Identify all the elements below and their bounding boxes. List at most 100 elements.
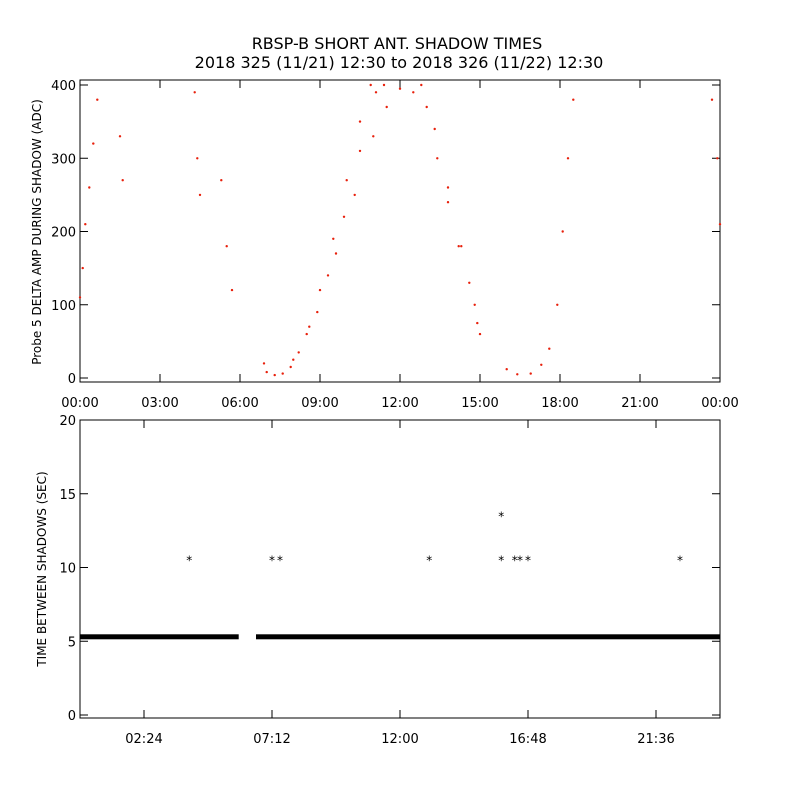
delta-amp-y-tick-label: 300 bbox=[51, 152, 76, 167]
delta-amp-point bbox=[342, 215, 346, 218]
delta-amp-point bbox=[398, 87, 402, 90]
shadow-interval-y-tick-label: 5 bbox=[68, 635, 76, 650]
shadow-interval-x-tick-label: 07:12 bbox=[253, 732, 290, 747]
shadow-interval-baseline-band bbox=[256, 634, 720, 640]
delta-amp-point bbox=[92, 142, 95, 145]
delta-amp-point bbox=[353, 193, 356, 197]
delta-amp-point bbox=[358, 149, 362, 153]
figure-title-line2: 2018 325 (11/21) 12:30 to 2018 326 (11/2… bbox=[195, 53, 604, 72]
delta-amp-point bbox=[505, 368, 508, 371]
delta-amp-point bbox=[446, 201, 450, 204]
delta-amp-point bbox=[716, 157, 719, 160]
shadow-interval-point: * bbox=[498, 509, 505, 523]
delta-amp-point bbox=[369, 83, 372, 87]
delta-amp-x-tick-label: 15:00 bbox=[461, 396, 498, 411]
delta-amp-y-axis-label: Probe 5 DELTA AMP DURING SHADOW (ADC) bbox=[30, 99, 44, 365]
shadow-interval-point: * bbox=[511, 554, 518, 568]
delta-amp-point bbox=[556, 303, 559, 306]
delta-amp-point bbox=[425, 105, 428, 109]
shadow-interval-y-tick-label: 0 bbox=[68, 709, 76, 724]
delta-amp-point bbox=[316, 310, 319, 314]
delta-amp-x-tick-label: 09:00 bbox=[301, 396, 338, 411]
delta-amp-point bbox=[326, 274, 330, 277]
shadow-interval-plot-frame bbox=[79, 419, 721, 719]
delta-amp-point bbox=[265, 370, 268, 374]
delta-amp-points bbox=[78, 83, 722, 377]
delta-amp-point bbox=[84, 223, 87, 226]
delta-amp-point bbox=[420, 83, 423, 87]
delta-amp-point bbox=[318, 288, 322, 292]
shadow-interval-point: * bbox=[268, 554, 275, 568]
shadow-interval-x-tick-label: 12:00 bbox=[381, 732, 418, 747]
delta-amp-point bbox=[436, 157, 439, 160]
delta-amp-point bbox=[262, 362, 266, 365]
delta-amp-point bbox=[572, 98, 575, 101]
delta-amp-point bbox=[289, 365, 292, 369]
shadow-interval-x-tick-label: 21:36 bbox=[637, 732, 674, 747]
delta-amp-point bbox=[281, 372, 284, 375]
delta-amp-point bbox=[433, 127, 436, 131]
delta-amp-plot-frame bbox=[79, 79, 721, 383]
delta-amp-point bbox=[358, 120, 362, 123]
shadow-interval-point: * bbox=[516, 554, 523, 568]
figure-title-line1: RBSP-B SHORT ANT. SHADOW TIMES bbox=[252, 34, 543, 53]
delta-amp-point bbox=[196, 157, 199, 160]
shadow-interval-baseline bbox=[80, 634, 720, 640]
delta-amp-point bbox=[718, 223, 722, 226]
shadow-interval-plot: TIME BETWEEN SHADOWS (SEC) 02:24 07:12 12:… bbox=[35, 414, 721, 747]
delta-amp-y-tick-label: 100 bbox=[51, 299, 76, 314]
delta-amp-point bbox=[273, 373, 276, 377]
delta-amp-y-tick-label: 400 bbox=[51, 79, 76, 94]
delta-amp-x-tick-label: 18:00 bbox=[541, 396, 578, 411]
shadow-interval-y-tick-label: 10 bbox=[59, 562, 76, 577]
delta-amp-x-tick-label: 21:00 bbox=[621, 396, 658, 411]
delta-amp-x-tick-label: 03:00 bbox=[141, 396, 178, 411]
delta-amp-point bbox=[561, 230, 564, 233]
shadow-interval-point: * bbox=[676, 554, 683, 568]
delta-amp-point bbox=[193, 91, 196, 94]
delta-amp-point bbox=[220, 179, 223, 182]
delta-amp-point bbox=[334, 252, 338, 255]
delta-amp-y-tick-label: 0 bbox=[68, 372, 76, 387]
delta-amp-point bbox=[460, 245, 463, 248]
delta-amp-point bbox=[372, 135, 375, 138]
delta-amp-point bbox=[446, 186, 450, 189]
shadow-interval-point: * bbox=[186, 554, 193, 568]
delta-amp-point bbox=[230, 288, 234, 292]
delta-amp-point bbox=[88, 186, 91, 189]
shadow-interval-y-tick-label: 20 bbox=[59, 414, 76, 429]
delta-amp-point bbox=[457, 245, 460, 248]
delta-amp-point bbox=[529, 372, 532, 375]
delta-amp-point bbox=[297, 351, 300, 354]
delta-amp-point bbox=[345, 179, 348, 182]
delta-amp-x-ticks: 00:00 03:00 06:00 09:00 12:00 15:00 18:00 21:00… bbox=[61, 80, 739, 411]
delta-amp-x-tick-label: 12:00 bbox=[381, 396, 418, 411]
delta-amp-point bbox=[374, 91, 378, 94]
shadow-interval-y-ticks: 0 5 10 15 20 bbox=[59, 414, 720, 724]
delta-amp-point bbox=[198, 193, 202, 197]
shadow-interval-y-tick-label: 15 bbox=[59, 488, 76, 503]
shadow-interval-x-tick-label: 16:48 bbox=[509, 732, 546, 747]
shadow-interval-points: * * * *** ** * * bbox=[186, 509, 684, 567]
delta-amp-point bbox=[81, 266, 84, 270]
delta-amp-point bbox=[412, 91, 415, 94]
delta-amp-point bbox=[566, 157, 570, 160]
delta-amp-point bbox=[225, 245, 228, 248]
delta-amp-point bbox=[121, 179, 124, 182]
delta-amp-point bbox=[292, 358, 295, 361]
delta-amp-point bbox=[305, 332, 308, 336]
shadow-interval-point: * bbox=[524, 554, 531, 568]
shadow-interval-point: * bbox=[426, 554, 433, 568]
delta-amp-point bbox=[710, 98, 714, 101]
delta-amp-x-tick-label: 00:00 bbox=[61, 396, 98, 411]
delta-amp-x-tick-label: 06:00 bbox=[221, 396, 258, 411]
delta-amp-y-ticks: 0 100 200 300 400 bbox=[51, 79, 720, 387]
delta-amp-point bbox=[308, 325, 311, 328]
delta-amp-plot: Probe 5 DELTA AMP DURING SHADOW (ADC) 00… bbox=[30, 79, 739, 411]
delta-amp-point bbox=[382, 83, 386, 87]
shadow-interval-x-ticks: 02:24 07:12 12:00 16:48 21:36 bbox=[125, 420, 675, 747]
delta-amp-point bbox=[332, 237, 335, 240]
delta-amp-x-tick-label: 00:00 bbox=[701, 396, 738, 411]
delta-amp-point bbox=[548, 347, 551, 350]
